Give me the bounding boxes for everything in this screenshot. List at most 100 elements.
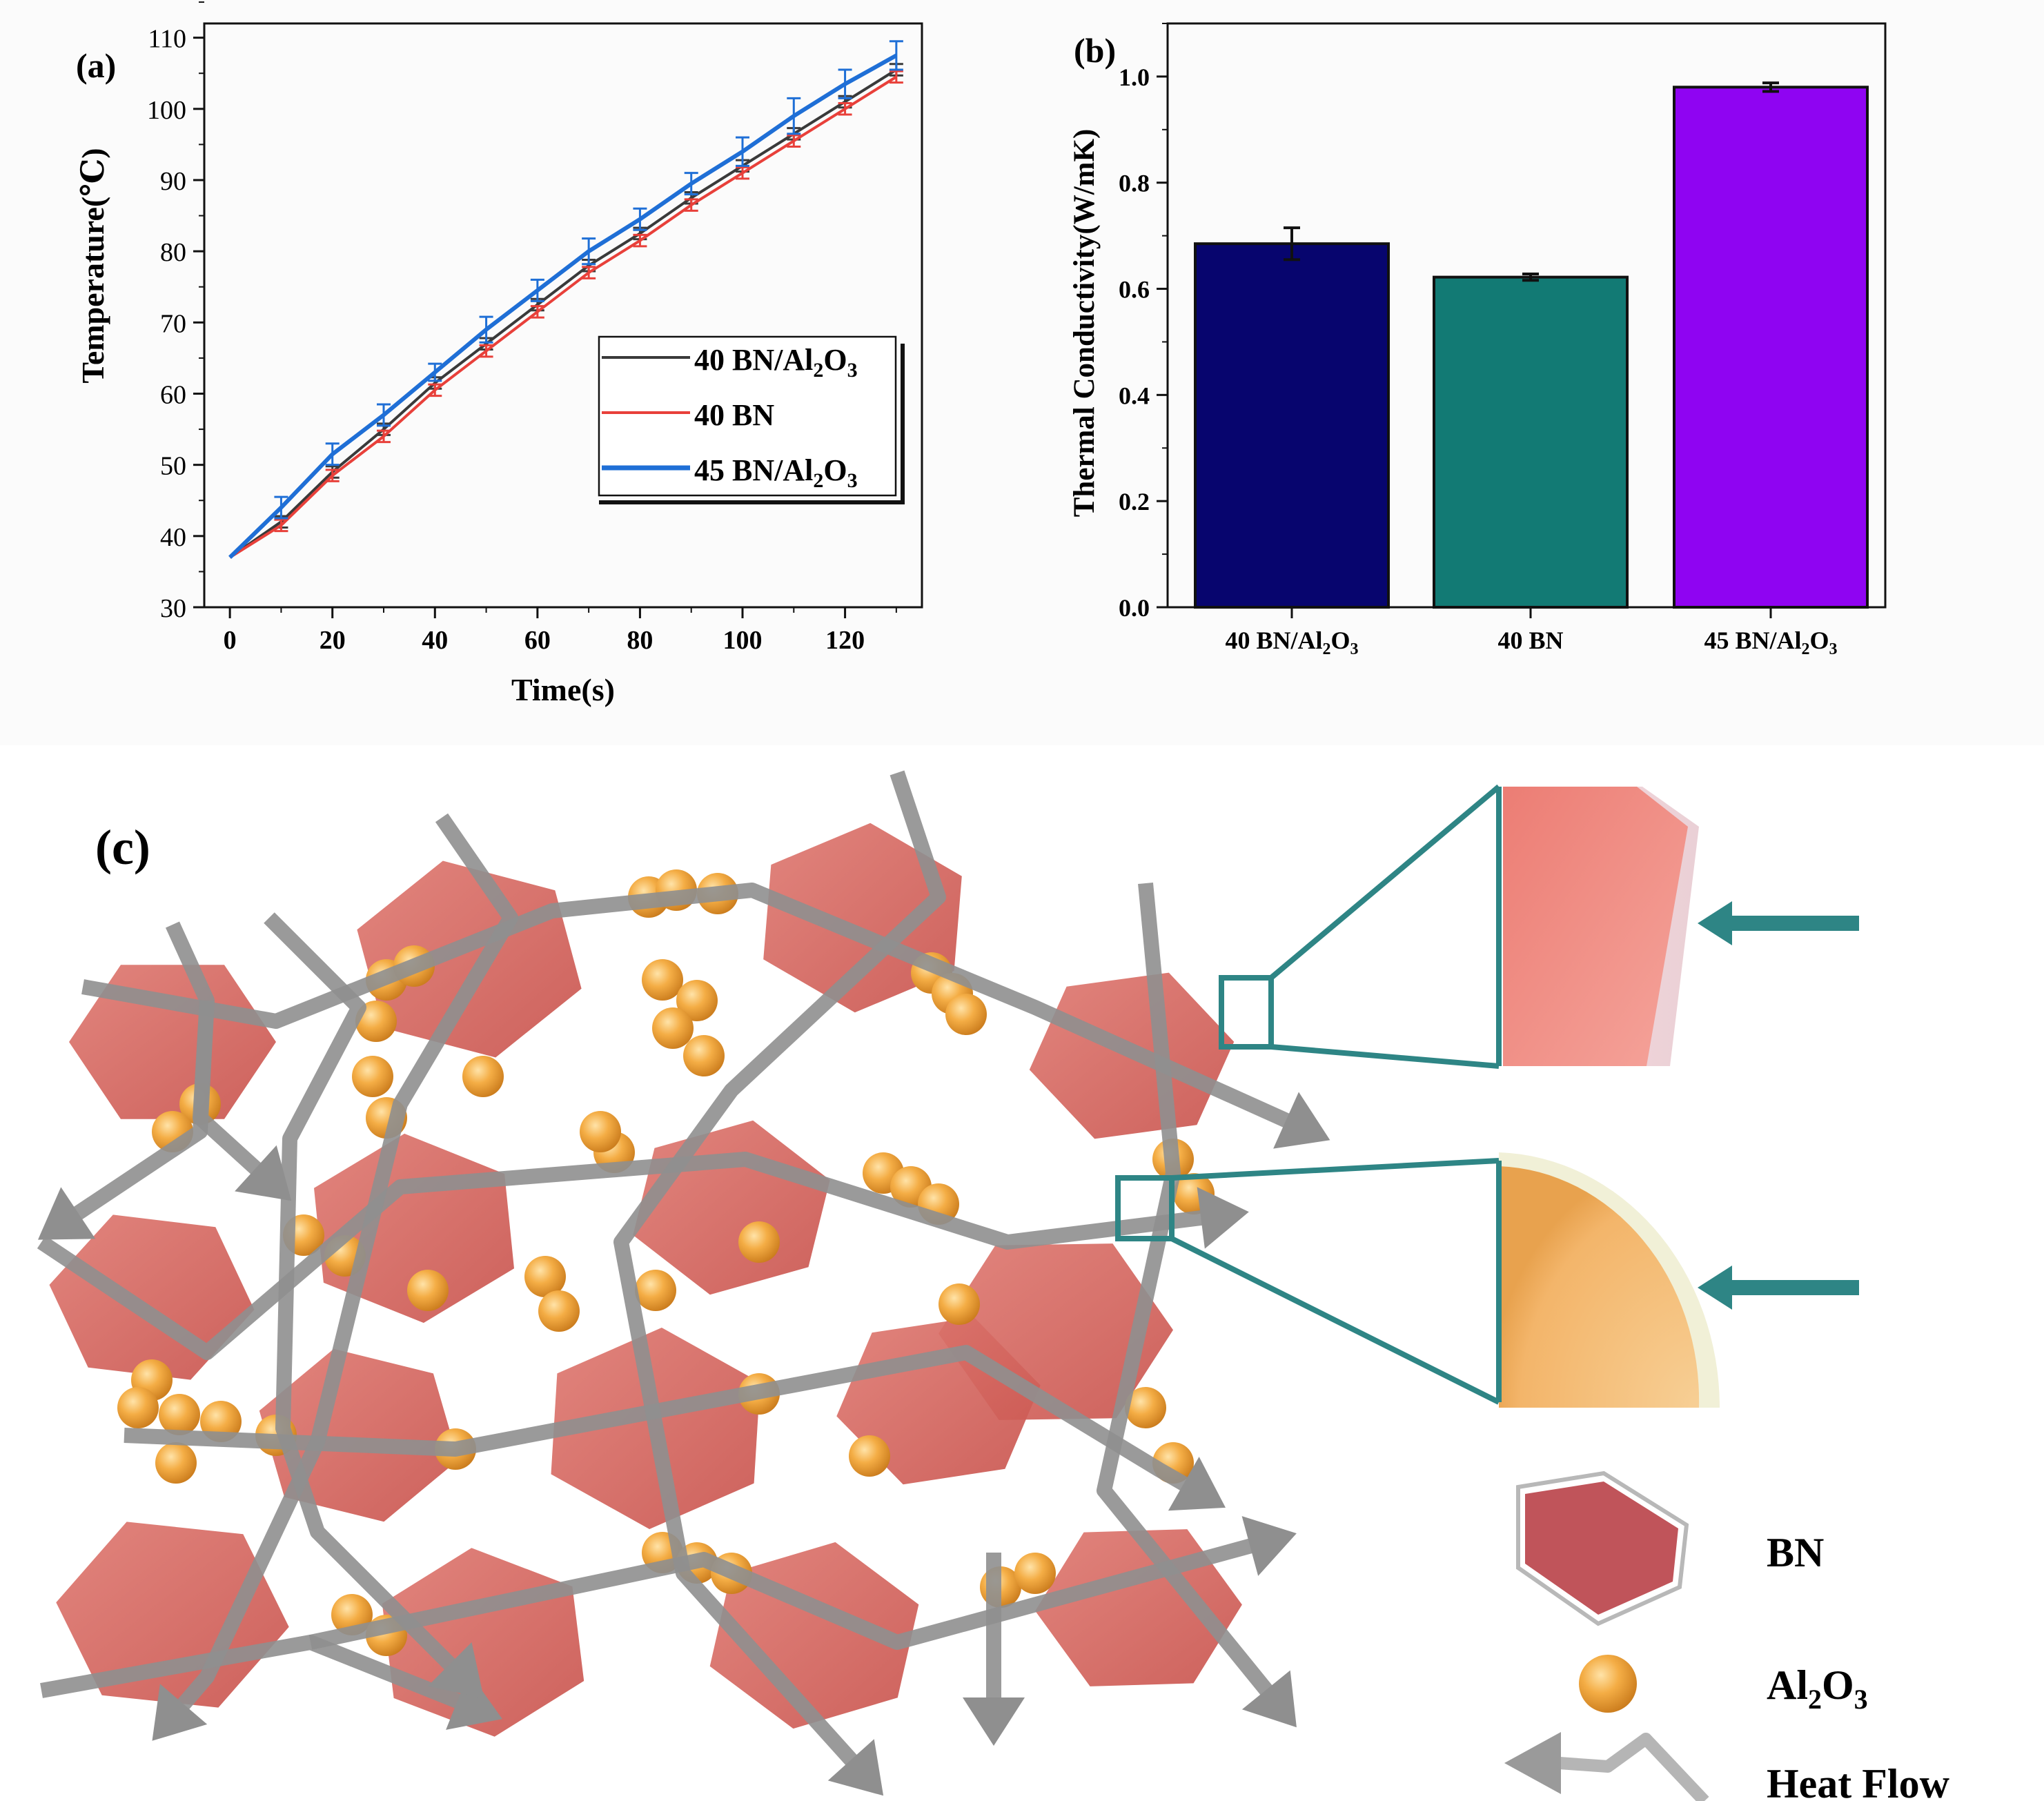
heat-flow-arrowhead bbox=[1168, 1457, 1226, 1511]
panel-label-a: (a) bbox=[76, 46, 116, 85]
interface-arrow-bottom bbox=[1698, 1266, 1859, 1310]
y-tick-label-a: 100 bbox=[147, 96, 186, 125]
al2o3-sphere bbox=[738, 1221, 780, 1263]
x-tick-label-b: 40 BN bbox=[1497, 627, 1563, 654]
legend-heat-flow-label: Heat Flow bbox=[1767, 1761, 1950, 1801]
heat-flow-arrow bbox=[37, 1152, 1249, 1360]
series-45-bn-al2o3 bbox=[228, 40, 903, 559]
y-tick-label-b: 1.0 bbox=[1119, 63, 1150, 91]
series-40-bn bbox=[229, 70, 903, 559]
bar bbox=[1433, 275, 1629, 609]
panel-label-b: (b) bbox=[1074, 31, 1116, 70]
bn-plate bbox=[633, 1120, 830, 1295]
zoom-callout-top bbox=[1219, 784, 1859, 1069]
y-tick-label-b: 0.2 bbox=[1119, 488, 1150, 515]
heat-flow-line bbox=[81, 883, 1315, 1139]
x-tick-label-b-sub: 3 bbox=[1350, 640, 1359, 658]
legend-entry-label-mid: O bbox=[823, 453, 847, 487]
heat-flow-arrowhead bbox=[963, 1697, 1025, 1746]
x-tick-label-b-mid: O bbox=[1810, 627, 1829, 654]
legend-bn-hexagon-icon bbox=[1516, 1470, 1689, 1626]
heat-flow-arrow bbox=[193, 1000, 292, 1201]
schematic-legend: BN Al2O3 Heat Flow bbox=[1504, 1470, 1950, 1801]
al2o3-sphere bbox=[155, 1442, 197, 1484]
heat-flow-arrow bbox=[152, 813, 518, 1741]
x-tick-label-a: 80 bbox=[627, 626, 653, 655]
al2o3-sphere bbox=[635, 1270, 676, 1311]
legend-entry-label-sub: 2 bbox=[813, 359, 823, 382]
temperature-line-chart: (a) 30 40 50 60 70 80 90 100 110 0 20 40 60 80 100 120… bbox=[75, 1, 923, 707]
al2o3-sphere bbox=[676, 980, 718, 1021]
bn-plate bbox=[69, 965, 276, 1119]
series-group-a bbox=[228, 40, 903, 559]
bar bbox=[1194, 242, 1390, 609]
legend-entry-label: 40 BN/Al2O3 bbox=[694, 343, 858, 382]
al2o3-sphere bbox=[462, 1056, 504, 1097]
heat-flow-arrowhead bbox=[1241, 1670, 1297, 1728]
legend-entry-label: 40 BN bbox=[694, 398, 774, 432]
heat-flow-arrowhead bbox=[1273, 1092, 1330, 1149]
x-axis-a: 0 20 40 60 80 100 120 bbox=[224, 607, 897, 655]
legend-entry-label-sub: 3 bbox=[847, 359, 858, 382]
heat-flow-line bbox=[1097, 882, 1290, 1716]
heat-flow-line bbox=[159, 813, 518, 1731]
x-tick-label-b-main: 40 BN bbox=[1497, 627, 1563, 654]
legend-heat-flow-arrow-icon bbox=[1504, 1732, 1709, 1801]
heat-flow-arrowhead bbox=[38, 1187, 96, 1240]
heat-flow-paths bbox=[37, 770, 1330, 1796]
y-tick-label-b: 0.8 bbox=[1119, 170, 1150, 197]
heat-flow-line bbox=[264, 912, 475, 1689]
legend-bn-label: BN bbox=[1767, 1530, 1824, 1575]
y-tick-label-a: 80 bbox=[160, 238, 186, 267]
x-tick-label-a: 60 bbox=[524, 626, 551, 655]
y-tick-label-b: 0.4 bbox=[1119, 382, 1150, 409]
y-tick-label-a: 40 bbox=[160, 523, 186, 552]
al2o3-sphere bbox=[580, 1111, 621, 1152]
heat-flow-arrow bbox=[264, 912, 484, 1699]
al2o3-sphere bbox=[117, 1387, 159, 1428]
al2o3-sphere bbox=[849, 1435, 890, 1477]
heat-flow-arrowhead bbox=[446, 1672, 502, 1730]
y-tick-label-a: 90 bbox=[160, 167, 186, 196]
legend-entry-label-main: 40 BN/Al bbox=[694, 343, 813, 377]
al2o3-sphere bbox=[1014, 1553, 1056, 1594]
al2o3-sphere bbox=[1125, 1387, 1166, 1428]
legend-entry-label-sub: 3 bbox=[847, 469, 858, 492]
heat-flow-line bbox=[37, 1152, 1230, 1360]
legend-entry-label-sub: 2 bbox=[813, 469, 823, 492]
y-axis-b: 0.0 0.2 0.4 0.6 0.8 1.0 bbox=[1119, 23, 1168, 622]
series-line bbox=[229, 68, 897, 559]
heat-flow-arrowhead bbox=[427, 1642, 484, 1699]
x-tick-label-b-main: 40 BN/Al bbox=[1225, 627, 1322, 654]
al2o3-sphere bbox=[538, 1290, 580, 1332]
y-axis-title-a: Temperature(℃) bbox=[75, 148, 110, 383]
bn-plate bbox=[49, 1214, 255, 1380]
bn-plate bbox=[357, 860, 582, 1058]
x-tick-label-a: 120 bbox=[825, 626, 865, 655]
x-tick-label-b-sub: 2 bbox=[1802, 640, 1810, 658]
bn-plates bbox=[49, 823, 1242, 1737]
x-tick-label-a: 20 bbox=[320, 626, 346, 655]
legend-entry-label: 45 BN/Al2O3 bbox=[694, 453, 858, 492]
heat-flow-arrowhead bbox=[152, 1684, 208, 1741]
heat-flow-line bbox=[193, 1000, 282, 1193]
x-tick-label-a: 100 bbox=[723, 626, 763, 655]
heat-flow-line bbox=[308, 1531, 1279, 1650]
legend-al2o3-sphere-icon bbox=[1579, 1655, 1637, 1713]
x-tick-label-b-main: 45 BN/Al bbox=[1704, 627, 1801, 654]
x-tick-label-b-mid: O bbox=[1331, 627, 1350, 654]
bars-group-b bbox=[1194, 81, 1869, 609]
bar bbox=[1673, 86, 1869, 609]
al2o3-sphere bbox=[407, 1270, 449, 1311]
heat-flow-arrow bbox=[613, 770, 946, 1796]
al2o3-sphere bbox=[945, 994, 987, 1035]
x-axis-title-a: Time(s) bbox=[511, 672, 615, 707]
legend-entry-label-main: 40 BN bbox=[694, 398, 774, 432]
heat-flow-schematic: (c) bbox=[37, 770, 1950, 1801]
heat-flow-arrow bbox=[81, 883, 1330, 1149]
heat-flow-arrowhead bbox=[1197, 1187, 1249, 1249]
bn-plate bbox=[259, 1348, 459, 1522]
x-tick-label-a: 40 bbox=[422, 626, 448, 655]
